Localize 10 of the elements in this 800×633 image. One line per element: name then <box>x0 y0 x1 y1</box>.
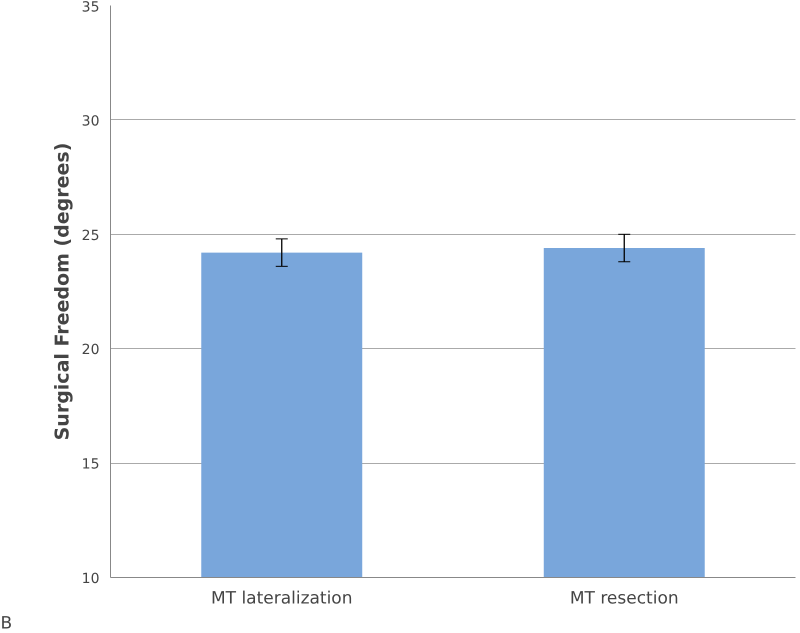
y-axis-title: Surgical Freedom (degrees) <box>52 142 74 440</box>
y-tick-label: 35 <box>82 0 100 16</box>
x-tick-label: MT resection <box>570 588 679 608</box>
y-tick-label: 30 <box>82 113 100 130</box>
x-tick-label: MT lateralization <box>211 588 352 608</box>
y-tick-label: 15 <box>82 456 100 473</box>
y-tick-label: 25 <box>82 228 100 244</box>
text: B <box>0 614 12 633</box>
y-tick-label: 10 <box>82 571 100 587</box>
y-tick-label: 20 <box>82 342 100 358</box>
